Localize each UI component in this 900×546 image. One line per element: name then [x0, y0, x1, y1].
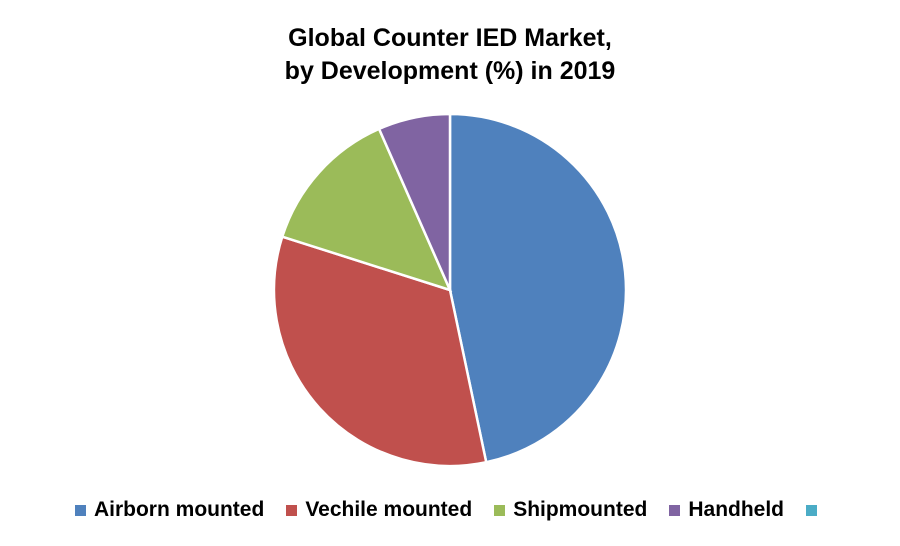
pie-slice-airborn-mounted [448, 112, 628, 464]
pie-slice-handheld [377, 112, 452, 291]
legend-swatch [806, 504, 818, 516]
legend-label: Handheld [688, 498, 785, 521]
legend-item: Handheld [669, 498, 784, 522]
legend-swatch [74, 504, 86, 516]
legend-label: Shipmounted [513, 498, 648, 521]
pie-slice-shipmounted [280, 127, 453, 293]
legend-item [806, 498, 825, 522]
legend-item: Vechile mounted [286, 498, 472, 522]
chart-title-line-1: Global Counter IED Market, [288, 24, 612, 52]
legend-label: Vechile mounted [305, 498, 473, 521]
chart-title: Global Counter IED Market, by Developmen… [0, 22, 900, 88]
pie-slice-vechile-mounted [272, 235, 488, 468]
legend-swatch [286, 504, 298, 516]
legend-swatch [669, 504, 681, 516]
legend-label: Airborn mounted [93, 498, 265, 521]
legend-item: Shipmounted [494, 498, 647, 522]
legend: Airborn mounted Vechile mounted Shipmounte… [0, 498, 900, 522]
legend-item: Airborn mounted [74, 498, 265, 522]
legend-swatch [494, 504, 506, 516]
chart-title-line-2: by Development (%) in 2019 [284, 57, 616, 85]
